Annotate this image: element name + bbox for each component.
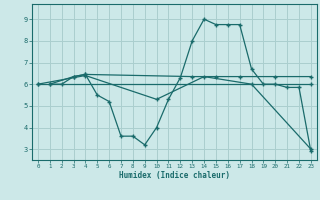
X-axis label: Humidex (Indice chaleur): Humidex (Indice chaleur)	[119, 171, 230, 180]
